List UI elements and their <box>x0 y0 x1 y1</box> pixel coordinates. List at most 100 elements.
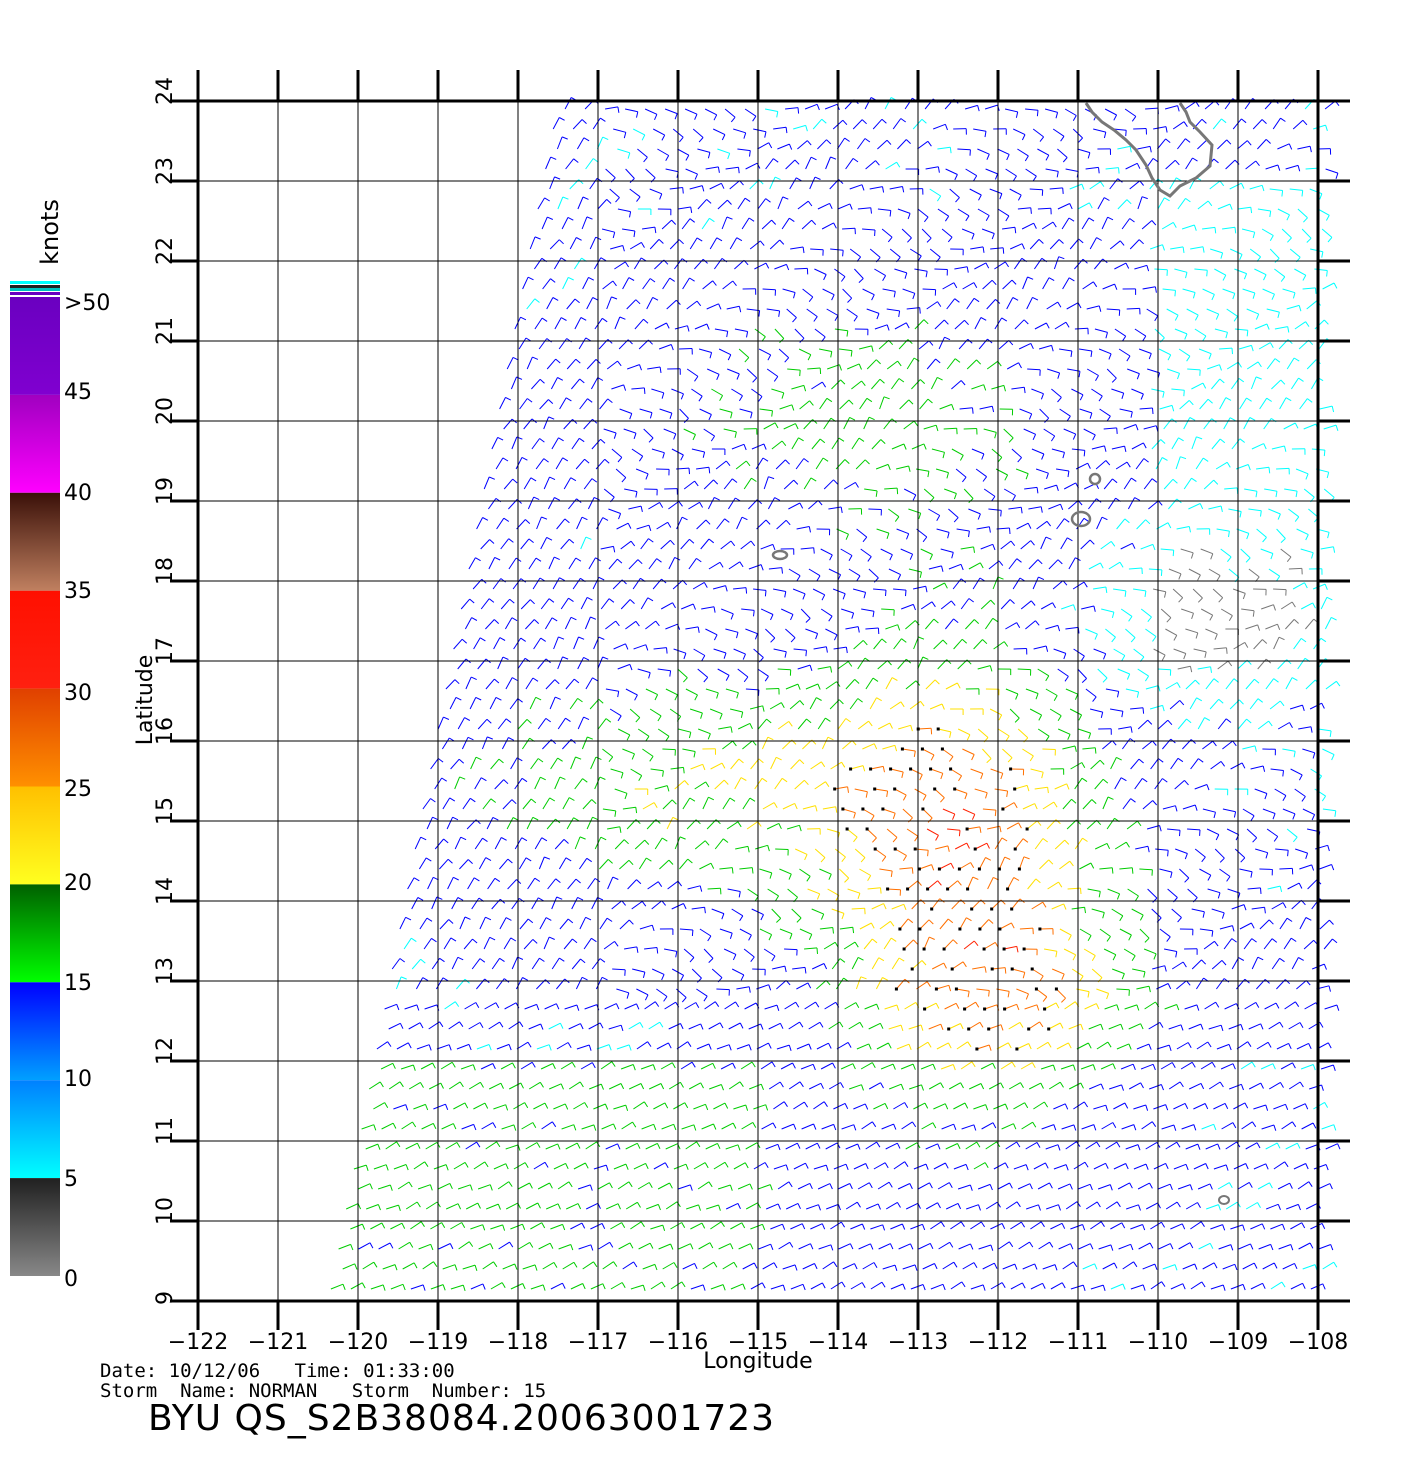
wind-barb-tick <box>1196 436 1203 440</box>
wind-barb <box>1006 822 1019 830</box>
wind-barb-tick <box>912 494 917 501</box>
wind-barb <box>420 1062 433 1070</box>
wind-barb <box>1305 679 1316 690</box>
wind-barb <box>805 683 819 690</box>
wind-barb <box>1211 960 1223 970</box>
wind-barb <box>1180 1061 1193 1070</box>
wind-barb-tick <box>722 838 729 843</box>
wind-barb-tick <box>1035 620 1040 626</box>
wind-barb <box>775 459 786 470</box>
wind-barb <box>797 200 809 210</box>
wind-barb <box>653 1162 666 1170</box>
wind-barb <box>1002 226 1016 230</box>
wind-barb <box>1113 1163 1126 1170</box>
wind-barb <box>859 868 871 876</box>
wind-barb <box>690 763 703 770</box>
wind-barb-tick <box>732 954 737 961</box>
wind-barb <box>1089 181 1101 190</box>
wind-barb-tick <box>909 1183 913 1190</box>
wind-barb-tick <box>1038 1204 1041 1211</box>
wind-barb-tick <box>926 237 932 243</box>
wind-barb <box>673 1163 687 1170</box>
wind-barb-tick <box>1036 487 1039 494</box>
wind-barb-tick <box>1335 681 1341 687</box>
wind-barb <box>1157 719 1169 730</box>
wind-barb-tick <box>699 885 703 892</box>
wind-barb <box>1044 948 1057 952</box>
wind-barb-tick <box>1180 1024 1184 1031</box>
wind-barb <box>619 919 630 930</box>
wind-barb-tick <box>432 1062 436 1069</box>
wind-barb-tick <box>1104 445 1107 452</box>
wind-barb <box>487 878 496 890</box>
wind-barb <box>1046 301 1059 310</box>
wind-barb <box>391 958 401 970</box>
wind-barb-tick <box>1218 597 1224 603</box>
wind-barb <box>860 1062 873 1070</box>
wind-barb <box>824 1001 836 1010</box>
wind-barb-tick <box>925 1163 929 1170</box>
wind-barb <box>636 988 649 996</box>
wind-barb <box>1220 608 1233 617</box>
wind-barb-tick <box>691 1061 696 1068</box>
wind-barb <box>737 668 749 678</box>
wind-barb-tick <box>808 1043 812 1050</box>
wind-barb-tick <box>475 696 482 701</box>
wind-barb-tick <box>591 1062 596 1069</box>
wind-barb-tick <box>1053 695 1058 701</box>
wind-barb <box>877 208 891 211</box>
wind-barb-tick <box>592 816 599 821</box>
wind-barb <box>694 323 708 330</box>
wind-barb <box>1194 784 1208 790</box>
wind-barb <box>1054 839 1066 850</box>
wind-barb <box>974 788 988 794</box>
wind-barb <box>433 1103 446 1110</box>
wind-barb <box>1005 622 1017 630</box>
wind-barb <box>1243 938 1253 950</box>
wind-barb <box>757 668 769 677</box>
wind-barb-tick <box>1254 745 1257 752</box>
wind-barb-tick <box>719 395 724 401</box>
wind-barb <box>505 1144 519 1150</box>
wind-barb-tick <box>897 574 902 581</box>
wind-barb-tick <box>536 1004 540 1011</box>
wind-barb-tick <box>659 1021 664 1028</box>
wind-barb-tick <box>696 237 703 242</box>
wind-barb <box>608 1024 622 1030</box>
wind-barb <box>506 817 514 830</box>
wind-barb <box>1305 1144 1319 1150</box>
wind-barb <box>864 97 872 110</box>
wind-barb <box>694 840 706 850</box>
wind-barb-tick <box>1118 167 1120 174</box>
wind-barb-tick <box>396 1141 401 1148</box>
wind-barb-tick <box>724 1162 729 1168</box>
wind-barb-tick <box>1183 121 1188 127</box>
wind-barb <box>766 368 779 377</box>
wind-barb-tick <box>1229 203 1233 210</box>
wind-barb-tick <box>605 1164 609 1171</box>
rain-flag <box>983 1007 987 1011</box>
wind-barb <box>426 816 433 830</box>
wind-barb-tick <box>809 400 814 406</box>
wind-barb <box>608 558 618 570</box>
wind-barb-tick <box>1298 305 1302 312</box>
wind-barb <box>593 1103 606 1110</box>
wind-barb-tick <box>492 1122 497 1129</box>
wind-barb <box>827 888 840 896</box>
wind-barb-tick <box>1105 332 1108 339</box>
wind-barb <box>423 938 432 950</box>
wind-barb-tick <box>1062 157 1068 163</box>
wind-barb-tick <box>966 734 971 741</box>
wind-barb <box>1172 121 1185 130</box>
wind-barb <box>393 1104 406 1110</box>
wind-barb-tick <box>768 984 772 991</box>
wind-barb <box>437 1182 451 1190</box>
wind-barb-tick <box>399 958 405 963</box>
wind-barb-tick <box>587 736 593 740</box>
wind-barb-tick <box>511 677 518 681</box>
wind-barb <box>411 897 419 910</box>
rain-flag <box>934 987 938 991</box>
wind-barb-tick <box>849 203 853 210</box>
wind-barb <box>1088 562 1101 570</box>
wind-barb-tick <box>703 582 708 588</box>
